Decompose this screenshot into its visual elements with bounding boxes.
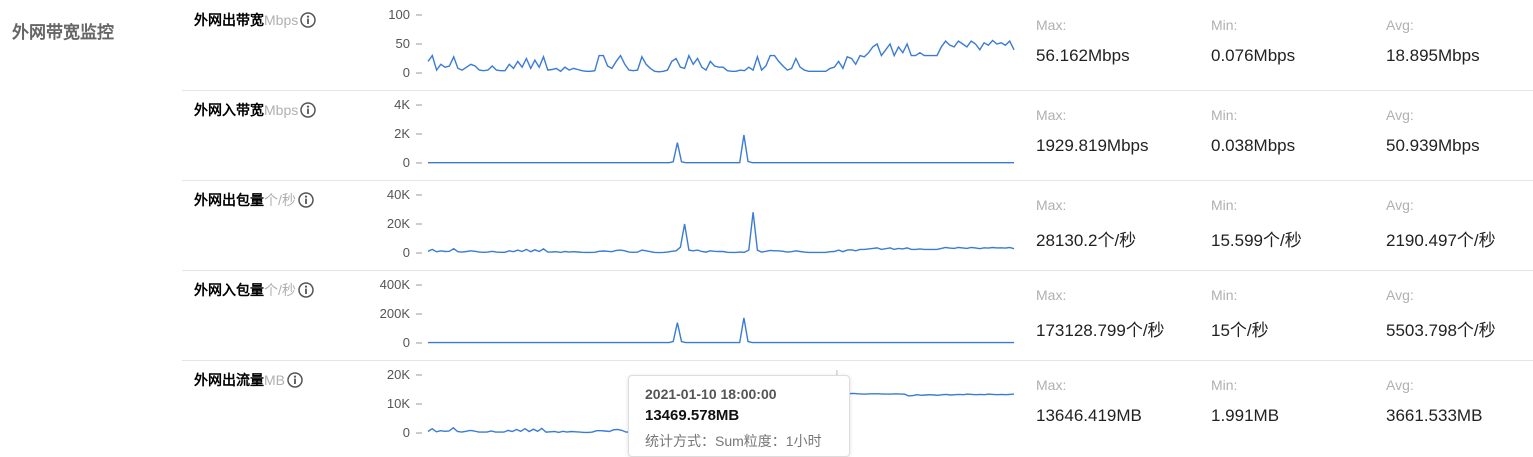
stat-min-value: 0.076Mbps (1211, 46, 1296, 65)
stat-min-value: 15.599个/秒 (1211, 231, 1302, 250)
section-title: 外网带宽监控 (12, 23, 114, 42)
metric-label: 外网出流量 MB (194, 370, 303, 390)
chart-tooltip: 2021-01-10 18:00:00 13469.578MB 统计方式：Sum… (628, 375, 850, 457)
stat-min-value: 1.991MB (1211, 406, 1280, 425)
metric-row-out-traffic: 外网出流量 MB 20K 10K 0 Max: 13646.419MB Min: 1.99… (182, 360, 1533, 450)
tick-label: 10K (387, 396, 410, 411)
info-icon[interactable] (298, 282, 314, 298)
metric-row-out-packets: 外网出包量 个/秒 40K 20K 0 Max: 28130.2个/秒 Min: 15.5… (182, 180, 1533, 271)
line-chart[interactable]: 4K 2K 0 (372, 90, 1202, 178)
stat-avg-label: Avg: (1386, 377, 1414, 393)
stat-avg-label: Avg: (1386, 107, 1414, 123)
stat-min-label: Min: (1211, 287, 1238, 303)
info-icon[interactable] (287, 372, 303, 388)
metric-row-in-packets: 外网入包量 个/秒 400K 200K 0 Max: 173128.799个/秒 Min… (182, 270, 1533, 361)
stat-min-value: 0.038Mbps (1211, 136, 1296, 155)
tick-label: 2K (394, 126, 410, 141)
metric-label: 外网入带宽 Mbps (194, 100, 316, 120)
tick-label: 20K (387, 216, 410, 231)
tooltip-time: 2021-01-10 18:00:00 (645, 386, 777, 402)
tick-label: 0 (403, 245, 410, 260)
line-chart[interactable]: 100 50 0 (372, 0, 1202, 88)
stat-avg-value: 5503.798个/秒 (1386, 321, 1496, 340)
tick-label: 50 (396, 36, 410, 51)
stat-avg-label: Avg: (1386, 17, 1414, 33)
series-line (427, 39, 1015, 73)
tick-label: 4K (394, 97, 410, 112)
metric-name: 外网出流量 (194, 372, 264, 388)
metric-unit: 个/秒 (264, 282, 296, 298)
line-chart[interactable]: 40K 20K 0 (372, 180, 1202, 268)
stat-min-label: Min: (1211, 197, 1238, 213)
metric-unit: Mbps (264, 102, 299, 118)
tick-label: 0 (403, 425, 410, 440)
stat-min-label: Min: (1211, 17, 1238, 33)
tooltip-method: 统计方式：Sum粒度：1小时 (645, 433, 822, 449)
metric-row-out-bandwidth: 外网出带宽 Mbps 100 50 0 Max: 56.162Mbps Min: 0.07… (182, 0, 1533, 91)
tick-label: 40K (387, 187, 410, 202)
stat-max-value: 56.162Mbps (1036, 46, 1130, 65)
metric-name: 外网出带宽 (194, 12, 264, 28)
metric-name: 外网入包量 (194, 282, 264, 298)
series-line (428, 317, 1014, 344)
stat-max-value: 1929.819Mbps (1036, 136, 1149, 155)
metric-row-in-bandwidth: 外网入带宽 Mbps 4K 2K 0 Max: 1929.819Mbps Min: 0.0… (182, 90, 1533, 181)
stat-max-label: Max: (1036, 377, 1067, 393)
metric-label: 外网入包量 个/秒 (194, 280, 314, 300)
tick-label: 0 (403, 155, 410, 170)
series-line (428, 134, 1014, 164)
tick-label: 400K (380, 277, 411, 292)
tick-label: 20K (387, 367, 410, 382)
metric-label: 外网出包量 个/秒 (194, 190, 314, 210)
info-icon[interactable] (298, 192, 314, 208)
tick-label: 0 (403, 335, 410, 350)
metric-unit: 个/秒 (264, 192, 296, 208)
stat-avg-value: 2190.497个/秒 (1386, 231, 1496, 250)
stat-avg-label: Avg: (1386, 197, 1414, 213)
stat-max-label: Max: (1036, 17, 1067, 33)
tick-label: 0 (403, 65, 410, 80)
metric-name: 外网入带宽 (194, 102, 264, 118)
stat-avg-label: Avg: (1386, 287, 1414, 303)
stat-avg-value: 50.939Mbps (1386, 136, 1480, 155)
tooltip-value: 13469.578MB (645, 407, 740, 424)
info-icon[interactable] (300, 12, 316, 28)
info-icon[interactable] (300, 102, 316, 118)
metric-label: 外网出带宽 Mbps (194, 10, 316, 30)
metric-unit: Mbps (264, 12, 299, 28)
stat-min-label: Min: (1211, 377, 1238, 393)
metric-unit: MB (264, 372, 285, 388)
stat-max-label: Max: (1036, 287, 1067, 303)
metric-name: 外网出包量 (194, 192, 264, 208)
stat-max-label: Max: (1036, 107, 1067, 123)
series-line (427, 212, 1015, 254)
stat-max-value: 173128.799个/秒 (1036, 321, 1165, 340)
line-chart[interactable]: 400K 200K 0 (372, 270, 1202, 358)
stat-max-value: 28130.2个/秒 (1036, 231, 1137, 250)
stat-max-value: 13646.419MB (1036, 406, 1142, 425)
stat-min-value: 15个/秒 (1211, 321, 1269, 340)
stat-min-label: Min: (1211, 107, 1238, 123)
stat-max-label: Max: (1036, 197, 1067, 213)
stat-avg-value: 18.895Mbps (1386, 46, 1480, 65)
stat-avg-value: 3661.533MB (1386, 406, 1483, 425)
tick-label: 100 (388, 7, 410, 22)
tick-label: 200K (380, 306, 411, 321)
